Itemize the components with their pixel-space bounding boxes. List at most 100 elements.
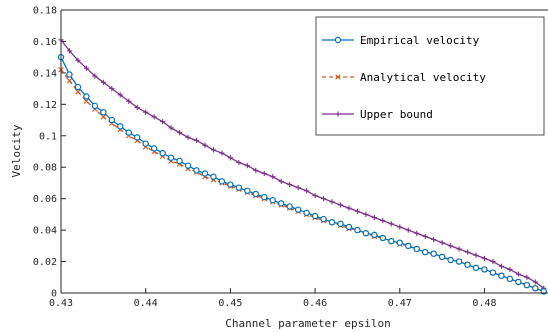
data-point-empirical (235, 184, 243, 191)
data-point-empirical (405, 242, 412, 250)
data-point-empirical (396, 239, 403, 246)
data-point-upper-bound (507, 266, 513, 273)
marker-stroke (83, 98, 90, 104)
data-point-upper-bound (134, 104, 140, 111)
data-point-upper-bound (464, 249, 471, 255)
data-point-empirical (184, 162, 192, 169)
data-point-empirical (74, 83, 82, 91)
data-point-empirical (125, 129, 132, 136)
legend: Empirical velocity Analytical velocity U… (315, 16, 545, 136)
data-point-empirical (134, 134, 141, 141)
data-point-upper-bound (244, 163, 250, 169)
data-point-empirical (278, 200, 285, 207)
data-point-upper-bound (388, 221, 394, 227)
data-point-empirical (201, 170, 209, 177)
data-point-upper-bound (312, 192, 318, 199)
x-tick-label: 0.46 (303, 298, 327, 309)
data-point-upper-bound (151, 114, 157, 120)
data-point-empirical (142, 140, 149, 147)
data-point-upper-bound (227, 155, 233, 161)
data-point-upper-bound (524, 274, 530, 280)
data-point-upper-bound (160, 119, 166, 125)
data-point-upper-bound (100, 79, 106, 85)
marker-stroke (335, 74, 341, 80)
data-point-upper-bound (422, 233, 428, 239)
y-tick-label: 0.04 (33, 226, 57, 237)
data-point-upper-bound (261, 170, 267, 177)
data-point-empirical (328, 219, 336, 226)
data-point-empirical (100, 108, 107, 116)
data-point-upper-bound (143, 109, 149, 115)
y-tick-label: 0.06 (33, 194, 57, 205)
data-point-upper-bound (346, 205, 352, 211)
marker-stroke (100, 114, 107, 120)
data-point-empirical (303, 209, 310, 217)
data-point-empirical (227, 181, 234, 188)
data-point-upper-bound (75, 57, 81, 63)
data-point-empirical (379, 234, 387, 242)
data-point-upper-bound (202, 142, 208, 148)
data-point-analytical (66, 77, 73, 84)
data-point-upper-bound (219, 150, 225, 156)
series-line-upper-bound (60, 39, 545, 289)
data-point-empirical (320, 215, 327, 223)
x-tick-label: 0.44 (134, 298, 158, 309)
data-point-upper-bound (83, 65, 90, 71)
legend-sample-upper-bound (322, 111, 354, 117)
y-tick-label: 0.1 (39, 131, 57, 142)
legend-marker (335, 111, 341, 117)
data-point-empirical (438, 253, 446, 261)
data-point-empirical (108, 116, 116, 124)
data-point-upper-bound (354, 208, 361, 214)
data-point-empirical (210, 173, 217, 180)
data-point-upper-bound (515, 271, 521, 277)
data-point-upper-bound (490, 258, 496, 265)
data-point-empirical (455, 258, 463, 265)
data-point-upper-bound (431, 236, 437, 243)
data-point-empirical (489, 269, 497, 276)
data-point-empirical (269, 197, 276, 204)
y-tick-label: 0.16 (33, 37, 57, 48)
x-tick-label: 0.48 (472, 298, 496, 309)
legend-label-empirical: Empirical velocity (360, 34, 480, 47)
data-point-upper-bound (414, 230, 420, 236)
data-point-analytical (75, 88, 81, 95)
data-point-upper-bound (92, 73, 98, 79)
data-point-empirical (481, 266, 488, 273)
data-point-upper-bound (481, 255, 488, 262)
x-axis-label: Channel parameter epsilon (225, 317, 391, 330)
legend-sample-analytical (322, 74, 354, 80)
data-point-upper-bound (236, 159, 242, 166)
data-point-empirical (345, 223, 353, 231)
marker-stroke (66, 77, 73, 84)
data-point-empirical (159, 149, 166, 157)
y-tick-label: 0.18 (33, 6, 57, 17)
data-point-empirical (286, 203, 293, 210)
data-point-empirical (498, 272, 505, 279)
data-point-upper-bound (278, 178, 284, 184)
data-point-upper-bound (109, 86, 115, 92)
data-point-upper-bound (363, 211, 369, 217)
data-point-upper-bound (371, 214, 377, 221)
data-point-upper-bound (117, 92, 123, 98)
data-point-upper-bound (380, 218, 386, 224)
data-point-empirical (447, 256, 454, 264)
series-layer (57, 37, 547, 295)
data-point-empirical (430, 250, 437, 257)
data-point-upper-bound (270, 174, 276, 180)
legend-box (315, 16, 545, 136)
data-point-empirical (83, 93, 90, 100)
data-point-empirical (91, 102, 99, 110)
data-point-empirical (421, 248, 429, 256)
x-tick-label: 0.47 (388, 298, 412, 309)
data-point-upper-bound (532, 279, 538, 285)
data-point-analytical (100, 114, 107, 120)
data-point-upper-bound (397, 224, 403, 230)
data-point-empirical (515, 278, 522, 286)
data-point-empirical (523, 281, 531, 289)
y-tick-label: 0.14 (33, 68, 57, 79)
data-point-empirical (337, 220, 344, 228)
data-point-empirical (371, 231, 378, 239)
data-point-empirical (176, 157, 183, 165)
